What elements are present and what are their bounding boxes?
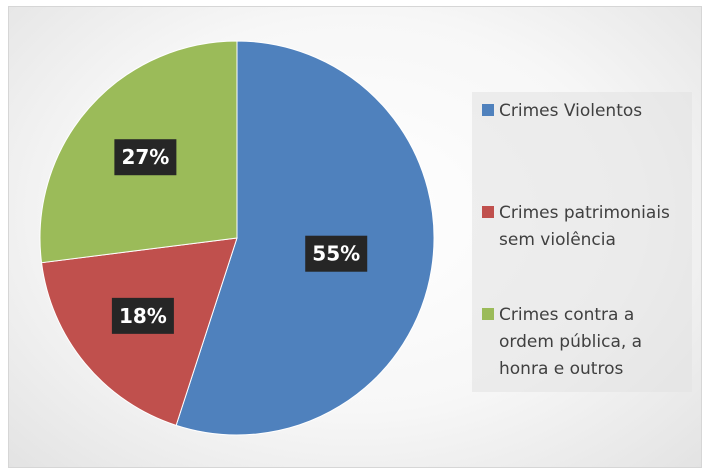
data-label-background <box>305 235 368 272</box>
data-label-property: 18% <box>111 297 174 334</box>
pie-slice-violent <box>175 40 435 436</box>
legend-label: Crimes Violentos <box>499 101 643 121</box>
chart-area: 55% 18% 27% Crimes Violentos Crimes patrim… <box>8 6 702 468</box>
data-label-text: 18% <box>119 304 167 328</box>
legend-item-violent: Crimes Violentos <box>482 98 687 125</box>
data-label-public-order: 27% <box>114 139 177 176</box>
data-label-text: 55% <box>312 242 360 266</box>
legend-label: Crimes patrimoniais sem violência <box>499 203 670 250</box>
data-label-background <box>114 139 177 176</box>
legend-item-property: Crimes patrimoniais sem violência <box>482 200 687 254</box>
legend-swatch <box>482 104 494 116</box>
chart-legend: Crimes Violentos Crimes patrimoniais sem… <box>472 92 692 392</box>
legend-swatch <box>482 308 494 320</box>
legend-label: Crimes contra a ordem pública, a honra e… <box>499 305 643 379</box>
data-label-background <box>111 297 174 334</box>
data-label-text: 27% <box>121 145 169 169</box>
legend-item-public-order: Crimes contra a ordem pública, a honra e… <box>482 302 687 383</box>
data-label-violent: 55% <box>305 235 368 272</box>
pie-chart: 55% 18% 27% <box>39 40 435 436</box>
legend-swatch <box>482 206 494 218</box>
